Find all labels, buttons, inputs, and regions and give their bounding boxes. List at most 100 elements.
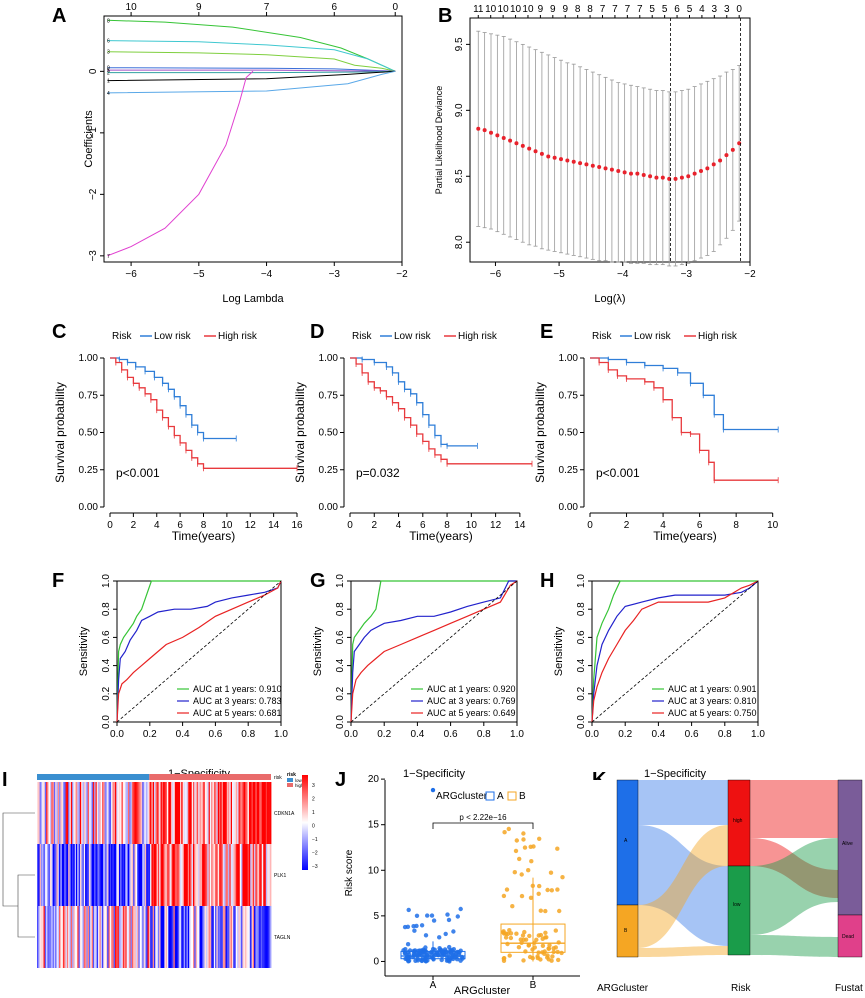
y-tick-label: −2	[88, 188, 99, 200]
heatmap-cell	[232, 782, 234, 844]
heatmap-cell	[95, 844, 98, 906]
y-tick-label: 0.75	[559, 390, 579, 401]
data-point	[425, 913, 430, 918]
x-tick-label: 4	[660, 520, 666, 531]
deviance-point	[489, 130, 493, 135]
heatmap-cell	[48, 782, 51, 844]
data-point	[447, 957, 452, 962]
data-point	[526, 868, 531, 873]
heatmap-cell	[155, 906, 157, 968]
heatmap-cell	[263, 844, 265, 906]
data-point	[510, 904, 515, 909]
heatmap-cell	[37, 844, 39, 906]
coef-path-blue1	[107, 67, 396, 72]
heatmap-cell	[206, 782, 208, 844]
heatmap-cell	[65, 782, 68, 844]
heatmap-cell	[135, 906, 138, 968]
heatmap-cell	[221, 782, 224, 844]
heatmap-cell	[190, 844, 193, 906]
deviance-point	[679, 175, 684, 180]
heatmap-cell	[235, 906, 238, 968]
heatmap-cell	[163, 782, 165, 844]
data-point	[501, 893, 507, 899]
heatmap-cell	[187, 906, 190, 968]
legend-swatch-A	[485, 791, 495, 801]
data-point	[519, 872, 524, 877]
top-tick-label: 7	[625, 4, 631, 15]
top-tick-label: 6	[674, 4, 680, 15]
heatmap-cell	[264, 782, 267, 844]
x-axis-label: Log Lambda	[222, 293, 284, 305]
heatmap-cell	[46, 906, 48, 968]
heatmap-cell	[152, 782, 155, 844]
y-tick-label: 0.50	[319, 428, 339, 439]
heatmap-cell	[137, 782, 139, 844]
heatmap-cell	[247, 906, 250, 968]
data-point	[503, 935, 509, 940]
heatmap-cell	[72, 844, 74, 906]
heatmap-cell	[209, 844, 212, 906]
y-tick-label: 10	[368, 865, 380, 876]
data-point	[529, 859, 534, 864]
x-tick-label: 2	[371, 520, 377, 531]
km-curve-0	[350, 357, 478, 447]
panel-E: E 0 2 4 6 8 10 0.00 0.25 0.50 0.75 1.00 Time(years) S…	[533, 321, 779, 543]
heatmap-cell	[155, 844, 157, 906]
heatmap-cell	[63, 906, 65, 968]
heatmap-cell	[133, 844, 135, 906]
y-tick-label: 0.2	[335, 686, 346, 700]
heatmap-cell	[163, 844, 165, 906]
flow-A-low	[638, 825, 728, 946]
p-value: p<0.001	[596, 466, 640, 480]
heatmap-cell	[94, 906, 96, 968]
heatmap-cell	[147, 844, 150, 906]
legend-low-label: Low risk	[154, 331, 192, 342]
top-tick-label: 10	[522, 4, 534, 15]
heatmap-cell	[113, 782, 116, 844]
heatmap-cell	[182, 782, 185, 844]
heatmap-cell	[185, 782, 187, 844]
heatmap-cell	[225, 782, 228, 844]
heatmap-cell	[59, 906, 61, 968]
top-tick-label: 9	[562, 4, 568, 15]
heatmap-cell	[191, 906, 194, 968]
heatmap-cell	[250, 782, 252, 844]
heatmap-cell	[229, 906, 232, 968]
heatmap-cell	[53, 906, 56, 968]
heatmap-cell	[216, 844, 219, 906]
heatmap-cell	[82, 906, 85, 968]
top-tick-label: 3	[724, 4, 730, 15]
heatmap-cell	[53, 782, 56, 844]
heatmap-cell	[108, 906, 111, 968]
legend-label: AUC at 3 years: 0.769	[427, 696, 516, 706]
heatmap-cell	[243, 844, 246, 906]
heatmap-cell	[180, 906, 182, 968]
y-axis-label: Coefficients	[83, 110, 95, 168]
heatmap-cell	[150, 906, 152, 968]
heatmap-cell	[115, 906, 117, 968]
heatmap-cell	[91, 844, 94, 906]
x-tick-label: 1.0	[510, 729, 524, 740]
deviance-point	[565, 158, 570, 163]
heatmap-cell	[204, 844, 207, 906]
heatmap-cell	[78, 782, 81, 844]
data-point	[545, 955, 550, 960]
y-tick-label: 15	[368, 820, 380, 831]
data-point	[537, 883, 542, 889]
y-tick-label: 0.6	[101, 630, 112, 644]
x-axis-label: ARGcluster	[454, 985, 511, 997]
heatmap-cell	[200, 906, 203, 968]
panel-label: C	[52, 321, 66, 343]
heatmap-cell	[173, 906, 176, 968]
heatmap-cell	[191, 782, 194, 844]
top-tick-label: 6	[331, 2, 337, 13]
heatmap-cell	[72, 906, 74, 968]
heatmap-cell	[176, 782, 178, 844]
y-tick-label: 0.25	[319, 465, 339, 476]
heatmap-cell	[102, 782, 104, 844]
deviance-point	[476, 126, 481, 131]
x-tick-label: 0	[347, 520, 353, 531]
heatmap-cell	[238, 782, 241, 844]
heatmap-cell	[116, 844, 118, 906]
